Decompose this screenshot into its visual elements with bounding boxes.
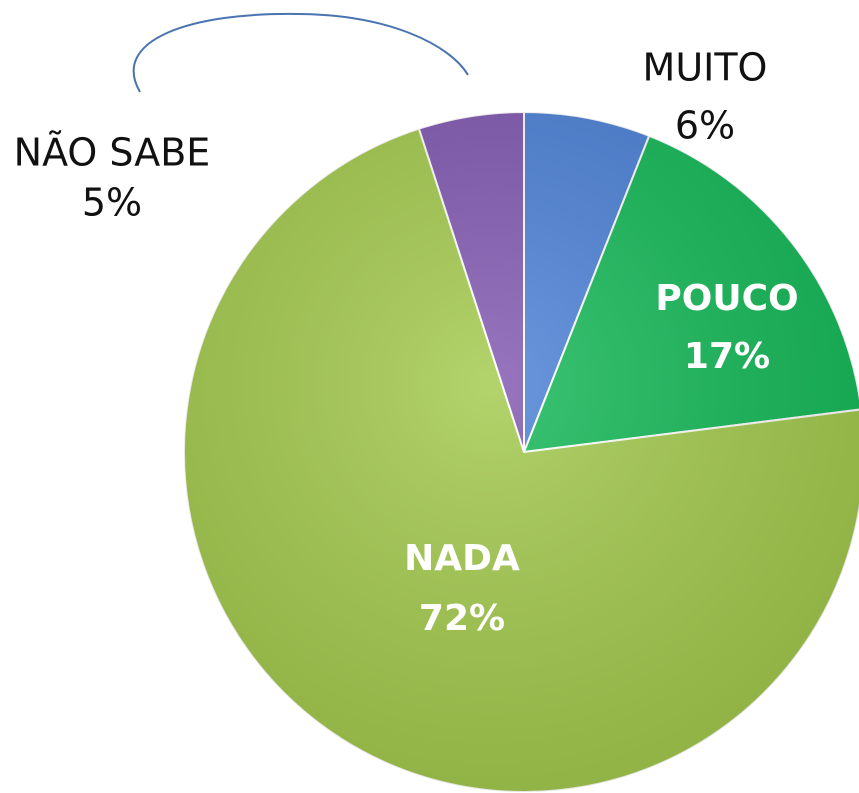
slice-value-label: 17% (684, 336, 770, 377)
slice-label: MUITO (643, 46, 768, 90)
slice-value-label: 5% (82, 181, 142, 225)
slice-label: POUCO (655, 278, 798, 319)
slice-value-label: 72% (419, 598, 505, 639)
pie (183, 110, 859, 793)
slice-label: NÃO SABE (14, 131, 211, 175)
leader-line (132, 12, 469, 93)
labels: MUITO 6% POUCO 17% NADA 72% NÃO SABE 5% (14, 46, 799, 640)
slice-label: NADA (404, 538, 520, 579)
slice-value-label: 6% (675, 104, 735, 148)
